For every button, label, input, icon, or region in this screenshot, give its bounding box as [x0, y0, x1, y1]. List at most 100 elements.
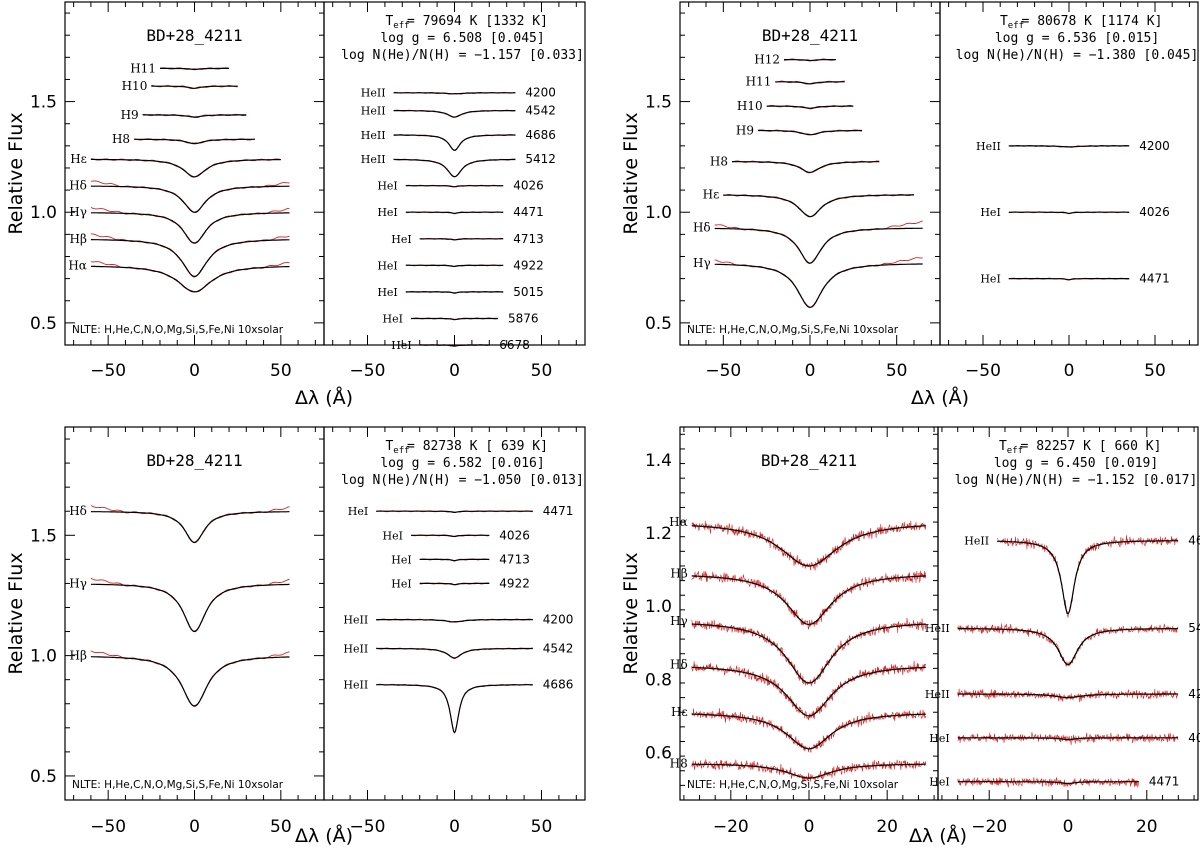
logg-value: log g = 6.536 [0.015] [995, 31, 1159, 46]
model-spectrum-line [957, 781, 1139, 785]
observed-spectrum-line [723, 193, 915, 217]
helium-wavelength-label: 4713 [513, 232, 544, 246]
x-tick-label: 20 [876, 817, 898, 837]
x-tick-label: −50 [350, 817, 386, 837]
model-spectrum-line [90, 511, 290, 544]
y-tick-label: 1.0 [30, 203, 57, 223]
model-spectrum-line [405, 264, 504, 267]
model-spectrum-line [151, 85, 238, 89]
x-tick-label: 0 [1064, 361, 1075, 381]
y-axis-title: Relative Flux [620, 552, 642, 674]
balmer-subplot-frame [64, 1, 325, 346]
y-tick-label: 1.4 [645, 451, 672, 471]
model-spectrum-line [957, 737, 1178, 741]
teff-value: = 82257 K [ 660 K] [1021, 439, 1162, 454]
observed-spectrum-line [90, 577, 290, 632]
helium-line-label: HeII [361, 104, 386, 117]
x-tick-label: 50 [531, 817, 553, 837]
star-name: BD+28_4211 [146, 26, 242, 45]
y-axis-title: Relative Flux [5, 552, 27, 674]
y-tick-label: 0.5 [645, 314, 672, 334]
he-abundance-value: log N(He)/N(H) = −1.380 [0.045] [956, 48, 1199, 63]
balmer-line-label: Hβ [69, 649, 86, 663]
x-tick-label: 50 [531, 361, 553, 381]
model-spectrum-line [419, 582, 490, 586]
helium-line-label: HeI [377, 180, 397, 193]
star-name: BD+28_4211 [762, 26, 858, 45]
helium-line-label: HeI [383, 312, 403, 325]
helium-line-label: HeI [348, 505, 368, 518]
model-spectrum-line [90, 158, 281, 178]
model-spectrum-line [376, 647, 533, 659]
model-spectrum-line [376, 618, 533, 623]
y-tick-label: 1.2 [645, 524, 672, 544]
helium-wavelength-label: 4200 [543, 613, 574, 627]
model-spectrum-line [714, 263, 923, 309]
y-tick-label: 0.5 [30, 767, 57, 787]
helium-wavelength-label: 4471 [543, 504, 574, 518]
x-tick-label: 50 [1144, 361, 1166, 381]
model-spectrum-line [691, 623, 926, 684]
model-spectrum-line [758, 129, 862, 136]
model-spectrum-line [90, 185, 290, 213]
x-axis-title: Δλ (Å) [295, 824, 353, 847]
teff-label: Teff [999, 439, 1023, 456]
y-tick-label: 1.5 [30, 93, 57, 113]
model-spectrum-line [691, 575, 926, 626]
balmer-line-label: H11 [746, 75, 772, 89]
helium-wavelength-label: 4471 [1139, 272, 1170, 286]
helium-line-label: HeI [377, 206, 397, 219]
helium-wavelength-label: 4471 [1149, 775, 1180, 789]
observed-spectrum-line [90, 158, 281, 178]
x-tick-label: 0 [1063, 817, 1074, 837]
balmer-line-label: Hγ [69, 576, 87, 590]
x-axis-title: Δλ (Å) [295, 386, 353, 409]
x-tick-label: 0 [189, 817, 200, 837]
x-axis-title: Δλ (Å) [909, 824, 967, 847]
he-abundance-value: log N(He)/N(H) = −1.152 [0.017] [955, 473, 1198, 488]
helium-wavelength-label: 4686 [525, 128, 556, 142]
helium-wavelength-label: 5412 [1188, 621, 1200, 635]
x-tick-label: −20 [971, 817, 1007, 837]
helium-wavelength-label: 4922 [499, 576, 530, 590]
model-spectrum-line [732, 161, 880, 174]
helium-line-label: HeII [343, 642, 368, 655]
helium-wavelength-label: 4026 [499, 528, 530, 542]
he-abundance-value: log N(He)/N(H) = −1.050 [0.013] [341, 473, 584, 488]
model-spectrum-line [90, 212, 290, 244]
spectrum-panel: 0.5 1.0 1.5 −50 0 50 −50 0 50 Relative Flux Δλ (Å)… [5, 426, 586, 847]
model-spectrum-line [90, 583, 290, 633]
y-tick-label: 0.6 [645, 743, 672, 763]
logg-value: log g = 6.450 [0.019] [994, 456, 1158, 471]
model-spectrum-line [134, 138, 255, 145]
teff-value: = 80678 K [1174 K] [1022, 14, 1163, 29]
model-spectrum-line [142, 114, 247, 118]
spectrum-panel: 0.5 1.0 1.5 −50 0 50 −50 0 50 Relative Flux Δλ (Å)… [5, 1, 586, 409]
x-tick-label: −50 [705, 361, 741, 381]
model-spectrum-line [1008, 278, 1130, 281]
x-tick-label: 50 [270, 361, 292, 381]
model-spectrum-line [957, 627, 1178, 666]
helium-line-label: HeI [929, 776, 949, 789]
model-spectrum-line [714, 227, 923, 264]
nlte-note: NLTE: H,He,C,N,O,Mg,Si,S,Fe,Ni 10xsolar [72, 324, 284, 336]
model-spectrum-line [766, 105, 854, 109]
model-spectrum-line [411, 317, 498, 321]
nlte-note: NLTE: H,He,C,N,O,Mg,Si,S,Fe,Ni 10xsolar [687, 779, 899, 791]
spectrum-panel: 0.6 0.8 1.0 1.2 1.4 −20 0 20 −20 0 20 Relative Flux… [620, 426, 1200, 847]
observed-spectrum-line [691, 708, 927, 753]
balmer-line-label: Hβ [69, 232, 86, 246]
model-spectrum-line [405, 291, 504, 294]
x-tick-label: 0 [449, 817, 460, 837]
balmer-line-label: Hγ [670, 614, 688, 628]
balmer-line-label: H8 [112, 132, 130, 146]
teff-label: Teff [385, 439, 409, 456]
logg-value: log g = 6.582 [0.016] [380, 456, 544, 471]
teff-label: Teff [1000, 14, 1024, 31]
logg-value: log g = 6.508 [0.045] [380, 31, 544, 46]
helium-line-label: HeI [929, 732, 949, 745]
observed-spectrum-line [90, 650, 290, 706]
model-spectrum-line [393, 158, 516, 178]
balmer-line-label: Hδ [670, 658, 688, 672]
helium-wavelength-label: 4200 [1139, 139, 1170, 153]
